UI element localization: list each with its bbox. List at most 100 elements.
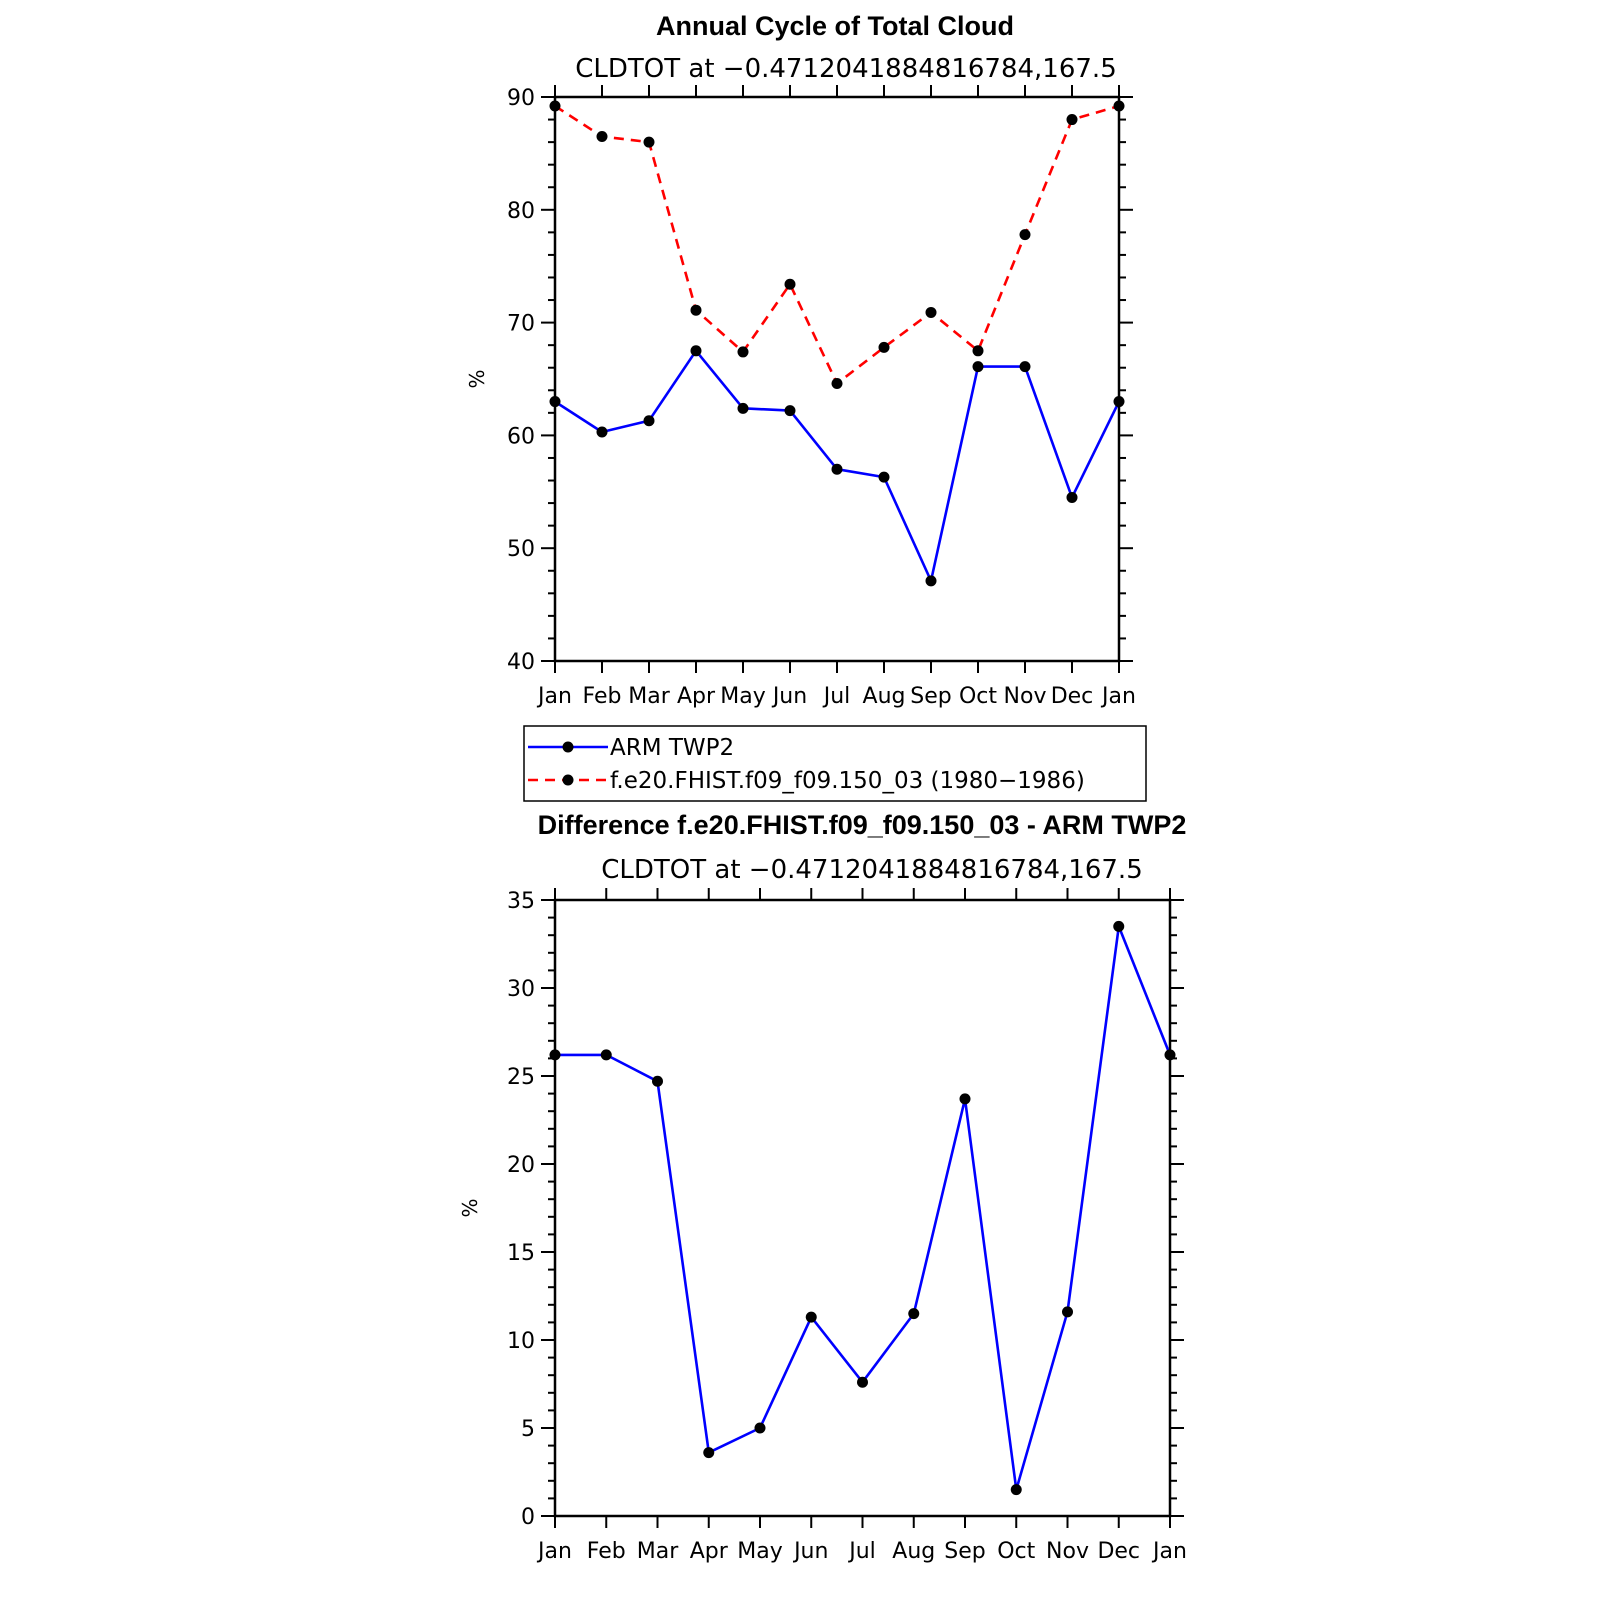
x-tick-label: Jan xyxy=(1151,1539,1187,1564)
x-tick-label: Mar xyxy=(637,1539,679,1564)
y-axis-label: % xyxy=(458,1198,482,1217)
y-tick-label: 50 xyxy=(507,537,535,562)
y-tick-label: 90 xyxy=(507,86,535,111)
data-point xyxy=(596,426,608,438)
data-point xyxy=(925,306,937,318)
data-point xyxy=(972,345,984,357)
data-point xyxy=(1113,396,1125,408)
x-tick-label: Nov xyxy=(1046,1539,1089,1564)
chart-title: Annual Cycle of Total Cloud xyxy=(656,11,1014,41)
data-point xyxy=(805,1311,817,1323)
data-point xyxy=(1066,114,1078,126)
series-group xyxy=(549,920,1176,1496)
data-point xyxy=(1019,229,1031,241)
x-tick-label: Apr xyxy=(677,684,716,709)
data-point xyxy=(908,1308,920,1320)
data-point xyxy=(596,130,608,142)
data-point xyxy=(784,278,796,290)
y-tick-label: 60 xyxy=(507,424,535,449)
x-tick-label: Oct xyxy=(997,1539,1035,1564)
data-point xyxy=(643,415,655,427)
y-tick-label: 20 xyxy=(507,1153,535,1178)
difference-chart: Difference f.e20.FHIST.f09_f09.150_03 - … xyxy=(458,810,1187,1564)
y-tick-label: 5 xyxy=(521,1417,535,1442)
data-point xyxy=(1066,491,1078,503)
chart-title: Difference f.e20.FHIST.f09_f09.150_03 - … xyxy=(538,810,1187,840)
chart-subtitle: CLDTOT at −0.4712041884816784,167.5 xyxy=(601,855,1143,885)
x-tick-label: Dec xyxy=(1051,684,1094,709)
data-point xyxy=(972,361,984,373)
x-tick-label: Jan xyxy=(1100,684,1136,709)
data-point xyxy=(652,1075,663,1087)
data-point xyxy=(831,378,843,390)
series-line-0 xyxy=(555,925,1172,1491)
x-tick-label: May xyxy=(737,1539,782,1564)
x-tick-label: Jun xyxy=(792,1539,828,1564)
data-point xyxy=(549,396,561,408)
data-point xyxy=(831,463,843,475)
data-point xyxy=(1019,361,1031,373)
data-point xyxy=(1113,920,1125,932)
data-point xyxy=(1062,1306,1073,1318)
x-tick-label: May xyxy=(720,684,765,709)
legend-box xyxy=(523,725,1147,802)
x-tick-label: Nov xyxy=(1004,684,1047,709)
chart-subtitle: CLDTOT at −0.4712041884816784,167.5 xyxy=(575,54,1117,84)
x-tick-label: Oct xyxy=(959,684,997,709)
x-tick-label: Jun xyxy=(771,684,807,709)
annual-cycle-chart: Annual Cycle of Total Cloud CLDTOT at −0… xyxy=(465,11,1136,709)
x-tick-label: Feb xyxy=(583,684,622,709)
x-tick-label: Aug xyxy=(863,684,906,709)
x-tick-label: Jul xyxy=(822,684,851,709)
x-tick-label: Jul xyxy=(847,1539,876,1564)
y-tick-label: 70 xyxy=(507,312,535,337)
x-tick-label: Mar xyxy=(628,684,670,709)
plot-frame xyxy=(553,898,1172,1518)
y-tick-label: 35 xyxy=(507,889,535,914)
series-line-1 xyxy=(554,104,1120,385)
axes: 0 5 10 15 20 25 30 35 Jan Feb Mar Apr May Jun Jul Aug Se… xyxy=(507,888,1187,1564)
x-tick-label: Apr xyxy=(690,1539,729,1564)
legend-marker-model xyxy=(562,774,574,786)
data-point xyxy=(959,1093,971,1105)
data-point xyxy=(549,1049,561,1061)
data-point xyxy=(643,136,655,148)
data-point xyxy=(1113,100,1125,112)
data-point xyxy=(737,346,749,358)
y-axis-label: % xyxy=(465,369,489,388)
data-point xyxy=(878,471,890,483)
legend: ARM TWP2 f.e20.FHIST.f09_f09.150_03 (198… xyxy=(523,725,1147,802)
legend-label-model: f.e20.FHIST.f09_f09.150_03 (1980−1986) xyxy=(610,768,1085,794)
x-tick-label: Feb xyxy=(587,1539,626,1564)
x-tick-label: Jan xyxy=(536,1539,572,1564)
data-point xyxy=(878,341,890,353)
x-tick-label: Sep xyxy=(910,684,951,709)
data-point xyxy=(690,304,702,316)
x-tick-label: Dec xyxy=(1097,1539,1140,1564)
data-point xyxy=(925,575,937,587)
data-point xyxy=(690,345,702,357)
x-tick-label: Sep xyxy=(944,1539,985,1564)
y-tick-label: 40 xyxy=(507,650,535,675)
y-tick-label: 80 xyxy=(507,199,535,224)
y-tick-label: 10 xyxy=(507,1329,535,1354)
data-point xyxy=(1164,1049,1176,1061)
y-tick-label: 30 xyxy=(507,977,535,1002)
series-group xyxy=(549,100,1125,587)
legend-label-arm-twp2: ARM TWP2 xyxy=(610,735,734,761)
y-tick-label: 15 xyxy=(507,1241,535,1266)
x-tick-label: Aug xyxy=(892,1539,935,1564)
data-point xyxy=(600,1049,612,1061)
data-point xyxy=(754,1422,766,1434)
legend-marker-arm-twp2 xyxy=(562,741,574,753)
data-point xyxy=(703,1447,715,1459)
x-tick-label: Jan xyxy=(536,684,572,709)
axes: 40 50 60 70 80 90 Jan Feb Mar Apr May Jun Jul Aug Sep O… xyxy=(507,85,1136,709)
data-point xyxy=(737,402,749,414)
y-tick-label: 0 xyxy=(521,1505,535,1530)
data-point xyxy=(857,1376,868,1388)
data-point xyxy=(549,100,561,112)
y-tick-label: 25 xyxy=(507,1065,535,1090)
data-point xyxy=(1010,1484,1022,1496)
